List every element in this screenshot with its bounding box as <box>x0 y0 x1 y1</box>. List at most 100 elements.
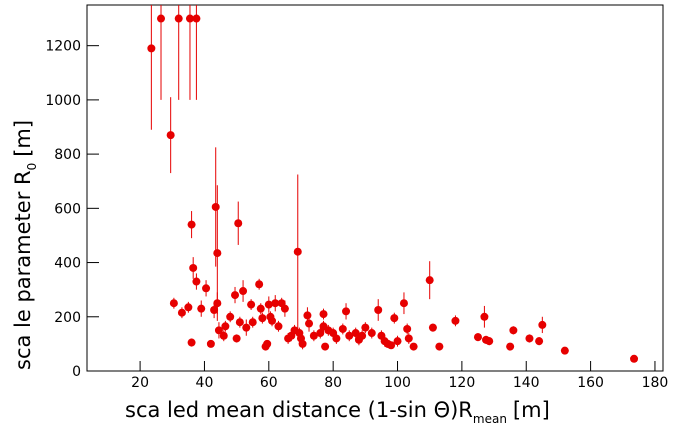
y-label-unit: [m] <box>11 120 35 157</box>
point <box>213 299 222 308</box>
point <box>232 334 241 343</box>
point <box>256 304 265 313</box>
point <box>525 334 534 343</box>
x-tick-label: 180 <box>642 375 669 391</box>
point <box>274 322 283 331</box>
point <box>219 331 228 340</box>
point <box>242 323 251 332</box>
point <box>451 316 460 325</box>
point <box>192 14 201 23</box>
y-tick-label: 1200 <box>45 39 81 55</box>
point <box>390 314 399 323</box>
point <box>480 312 489 321</box>
point <box>425 276 434 285</box>
point <box>234 219 243 228</box>
point <box>268 316 277 325</box>
x-tick-label: 160 <box>577 375 604 391</box>
x-tick-label: 40 <box>196 375 214 391</box>
point <box>264 300 273 309</box>
point <box>177 308 186 317</box>
point <box>506 342 515 351</box>
x-axis-label: sca led mean distance (1-sin Θ)Rmean [m] <box>125 398 550 426</box>
y-tick-label: 600 <box>54 201 81 217</box>
point <box>169 299 178 308</box>
point <box>303 311 312 320</box>
point <box>189 263 198 272</box>
point <box>239 287 248 296</box>
x-label-text: sca led mean distance (1-sin Θ)R <box>125 398 473 422</box>
point <box>309 331 318 340</box>
point <box>630 354 639 363</box>
point <box>403 324 412 333</box>
point <box>321 342 330 351</box>
point <box>374 306 383 314</box>
point <box>206 339 215 348</box>
point <box>351 329 360 338</box>
y-axis-label: sca le parameter R0 [m] <box>11 120 39 370</box>
point <box>166 131 175 140</box>
point <box>509 326 518 335</box>
point <box>231 291 240 300</box>
point <box>211 202 220 211</box>
point <box>332 334 341 343</box>
point <box>361 323 370 332</box>
x-tick-label: 20 <box>131 375 149 391</box>
point <box>248 318 257 327</box>
x-label-sub: mean <box>473 412 507 426</box>
point <box>560 346 569 355</box>
point <box>358 331 367 340</box>
point <box>192 277 201 286</box>
point <box>342 307 351 316</box>
y-tick-label: 1000 <box>45 93 81 109</box>
point <box>247 300 256 309</box>
point <box>473 333 482 342</box>
point <box>226 312 235 321</box>
point <box>435 342 444 351</box>
point <box>399 299 408 308</box>
x-tick-label: 100 <box>384 375 411 391</box>
point <box>221 322 230 331</box>
point <box>235 318 244 327</box>
x-tick-label: 80 <box>324 375 342 391</box>
point <box>338 324 347 333</box>
plot-frame <box>86 4 664 372</box>
point <box>147 44 156 53</box>
point <box>319 310 328 319</box>
point <box>298 339 307 348</box>
point <box>210 306 219 314</box>
point <box>213 249 222 258</box>
point <box>538 320 547 329</box>
point <box>387 341 396 350</box>
point <box>404 334 413 343</box>
point <box>157 14 166 23</box>
point <box>255 280 264 289</box>
x-tick-label: 60 <box>260 375 278 391</box>
point <box>174 14 183 23</box>
point <box>535 337 544 346</box>
point <box>367 329 376 338</box>
point <box>185 14 194 23</box>
point <box>293 247 302 256</box>
point <box>187 338 196 347</box>
x-tick-label: 140 <box>513 375 540 391</box>
y-tick-label: 800 <box>54 147 81 163</box>
point <box>305 319 314 328</box>
point <box>316 329 325 338</box>
point <box>187 220 196 229</box>
point <box>263 339 272 348</box>
point <box>197 304 206 313</box>
y-tick-label: 200 <box>54 310 81 326</box>
point <box>393 337 402 346</box>
point <box>428 323 437 332</box>
point <box>409 342 418 351</box>
y-tick-label: 0 <box>72 364 81 380</box>
point <box>485 337 494 346</box>
point <box>214 326 223 335</box>
x-tick-label: 120 <box>449 375 476 391</box>
y-label-text: sca le parameter R <box>11 170 35 370</box>
y-label-sub: 0 <box>25 163 39 171</box>
point <box>184 303 193 312</box>
point <box>202 284 211 293</box>
y-tick-label: 400 <box>54 256 81 272</box>
